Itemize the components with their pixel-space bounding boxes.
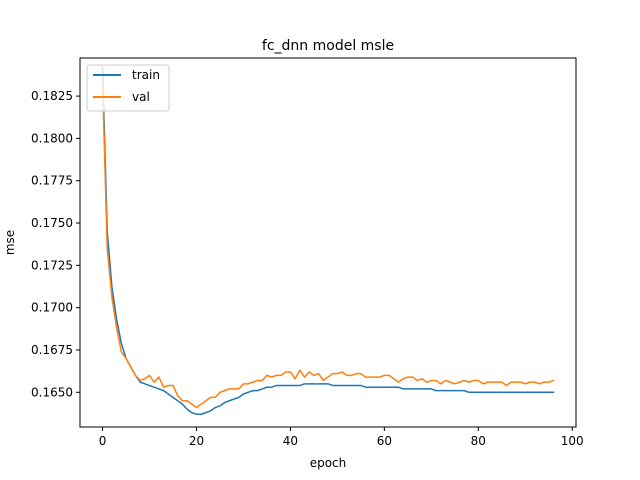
plot-area <box>79 57 577 428</box>
y-tick-label: 0.1650 <box>31 385 73 399</box>
legend-box <box>86 64 170 112</box>
x-tick-label: 80 <box>471 434 486 448</box>
y-tick-label: 0.1800 <box>31 131 73 145</box>
y-tick-label: 0.1700 <box>31 301 73 315</box>
y-tick-label: 0.1775 <box>31 174 73 188</box>
series-line-train <box>101 66 555 416</box>
y-tick-label: 0.1825 <box>31 89 73 103</box>
x-tick-label: 0 <box>99 434 107 448</box>
chart-title: fc_dnn model msle <box>262 38 394 54</box>
series-line-val <box>101 81 555 409</box>
y-tick-label: 0.1725 <box>31 258 73 272</box>
x-axis-label: epoch <box>310 456 347 470</box>
legend: train val <box>86 64 170 112</box>
legend-label-val: val <box>132 90 150 104</box>
series-layer <box>101 66 555 416</box>
legend-label-train: train <box>132 68 160 82</box>
x-tick-label: 60 <box>377 434 392 448</box>
x-tick-label: 20 <box>189 434 204 448</box>
x-tick-label: 100 <box>561 434 584 448</box>
x-axis: 0 20 40 60 80 100 <box>99 427 584 448</box>
y-axis: 0.1650 0.1675 0.1700 0.1725 0.1750 0.1775 0.18… <box>31 89 80 399</box>
y-axis-label: mse <box>3 230 17 255</box>
axes-frame <box>79 57 577 428</box>
y-tick-label: 0.1675 <box>31 343 73 357</box>
y-tick-label: 0.1750 <box>31 216 73 230</box>
x-tick-label: 40 <box>283 434 298 448</box>
